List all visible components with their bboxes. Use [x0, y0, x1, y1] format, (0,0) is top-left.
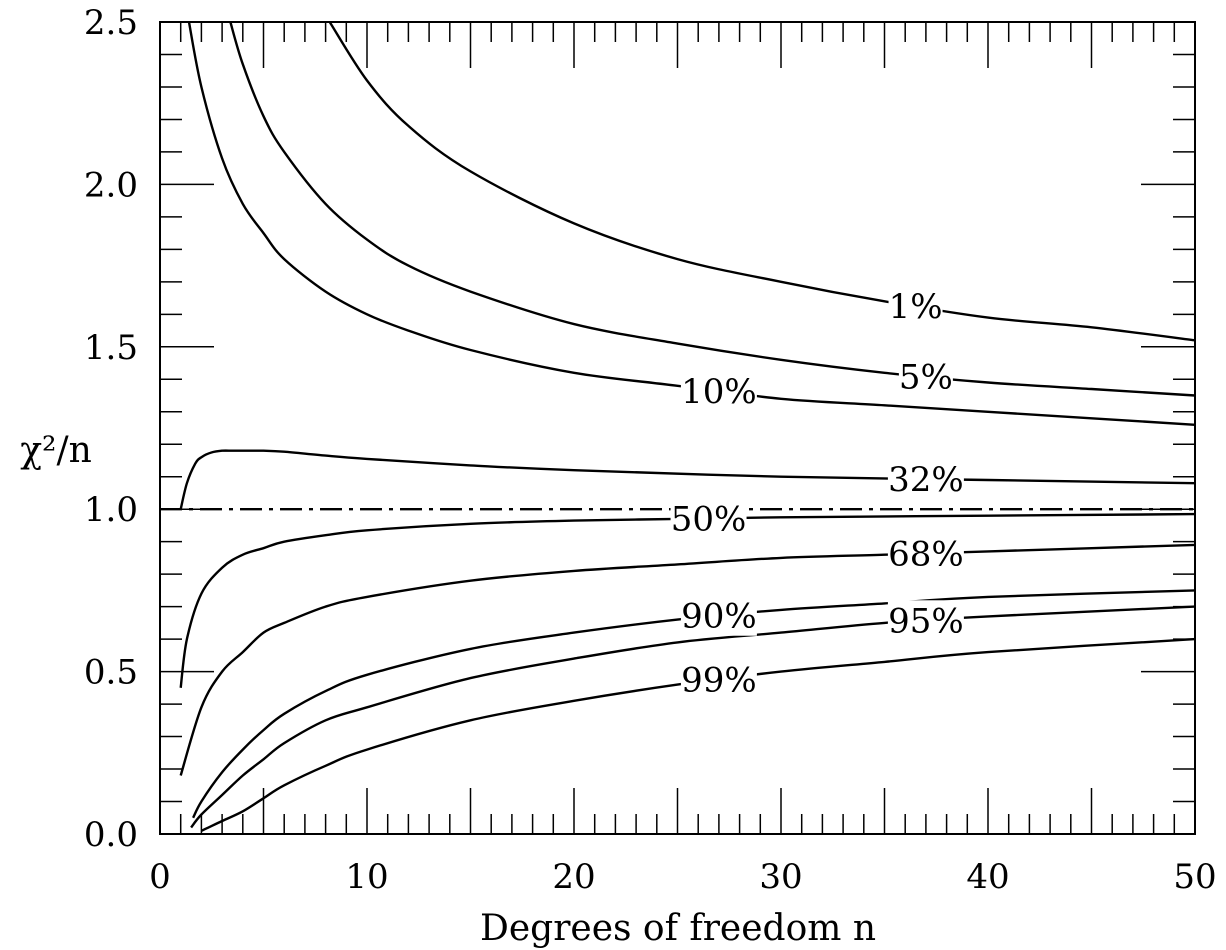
curve-label-bg: [887, 458, 964, 499]
curve-label-bg: [888, 286, 943, 327]
x-axis-title: Degrees of freedom n: [480, 908, 876, 949]
plot-frame: [159, 21, 1196, 835]
series-line: [179, 512, 1196, 688]
series-line: [229, 21, 1196, 397]
y-tick-label: 0.0: [84, 815, 138, 855]
curve-label: 50%: [671, 499, 747, 539]
x-tick-label: 50: [1173, 857, 1216, 897]
y-tick-label: 2.0: [84, 165, 138, 205]
curve-label-bg: [670, 498, 747, 539]
curve-label: 10%: [681, 372, 757, 412]
curve-label: 1%: [889, 287, 943, 327]
series-line: [200, 637, 1196, 832]
series-line: [187, 21, 1196, 426]
y-tick-label: 1.5: [84, 328, 138, 368]
curve-label-bg: [680, 659, 757, 700]
x-tick-label: 30: [759, 857, 802, 897]
y-tick-label: 1.0: [84, 490, 138, 530]
tick-labels: 0 10 20 30 40 50 0.0 0.5 1.0 1.5 2.0 2.5: [84, 3, 1217, 897]
y-axis-title: χ²/n: [20, 430, 92, 471]
x-tick-label: 40: [966, 857, 1009, 897]
curve-label: 95%: [888, 601, 964, 641]
axis-ticks: [160, 22, 1195, 834]
curve-label: 32%: [888, 460, 964, 500]
series-line: [190, 605, 1196, 829]
curve-label: 99%: [681, 660, 757, 700]
curve-label-bg: [680, 595, 757, 636]
series-line: [328, 21, 1196, 342]
curve-label-bg: [887, 600, 964, 641]
curve-label-bg: [898, 356, 953, 397]
x-tick-label: 10: [345, 857, 388, 897]
y-tick-label: 2.5: [84, 3, 138, 43]
curve-label-bg: [887, 533, 964, 574]
curve-labels: 1% 5% 10% 32% 50% 68% 90% 95% 99%: [670, 286, 964, 700]
curve-label: 5%: [899, 358, 953, 398]
x-tick-label: 20: [552, 857, 595, 897]
series-line: [179, 449, 1196, 510]
curves: [160, 21, 1196, 832]
x-tick-label: 0: [149, 857, 171, 897]
curve-label: 68%: [888, 534, 964, 574]
curve-label-bg: [680, 370, 757, 411]
curve-label: 90%: [681, 597, 757, 637]
y-tick-label: 0.5: [84, 653, 138, 693]
